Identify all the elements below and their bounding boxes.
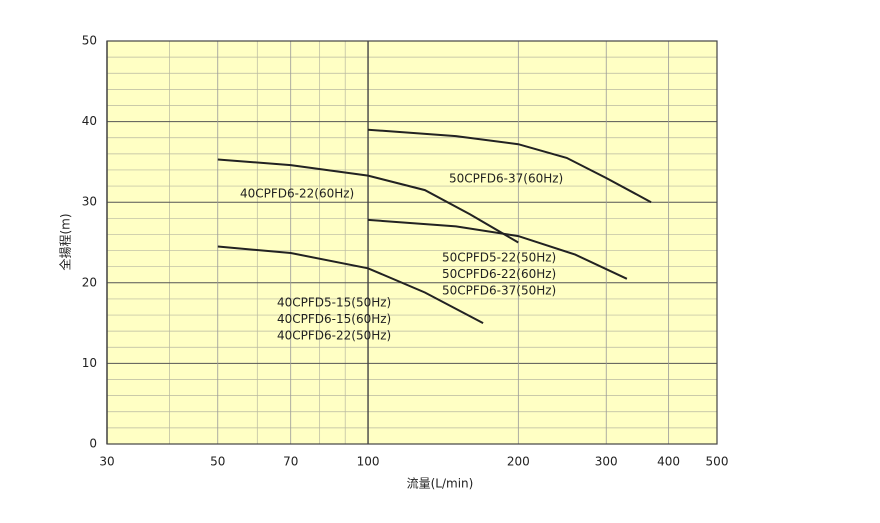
y-tick-label: 40	[82, 114, 97, 128]
plot-border	[106, 40, 718, 445]
curve	[367, 128, 652, 204]
x-tick-label: 70	[283, 455, 298, 469]
curve-label: 40CPFD5-15(50Hz)	[277, 296, 391, 310]
x-tick-label: 400	[657, 455, 680, 469]
curve-label: 50CPFD6-22(60Hz)	[442, 267, 556, 281]
y-tick-label: 10	[82, 356, 97, 370]
x-tick-label: 100	[357, 455, 380, 469]
curve	[367, 218, 628, 280]
curve	[217, 158, 519, 244]
curve	[217, 245, 484, 324]
x-tick-label: 50	[210, 455, 225, 469]
curve-label: 40CPFD6-15(60Hz)	[277, 312, 391, 326]
y-tick-label: 50	[82, 34, 97, 48]
curve-label: 40CPFD6-22(50Hz)	[277, 329, 391, 343]
x-tick-label: 200	[507, 455, 530, 469]
y-tick-label: 20	[82, 275, 97, 289]
y-tick-label: 0	[89, 437, 97, 451]
x-tick-label: 500	[706, 455, 729, 469]
x-tick-label: 30	[99, 455, 114, 469]
y-axis-label: 全揚程(m)	[58, 213, 73, 270]
y-tick-label: 30	[82, 195, 97, 209]
curve-label: 50CPFD6-37(60Hz)	[449, 172, 563, 186]
curve-label: 40CPFD6-22(60Hz)	[240, 187, 354, 201]
curve-label: 50CPFD6-37(50Hz)	[442, 284, 556, 298]
x-axis-label: 流量(L/min)	[407, 477, 474, 491]
x-tick-label: 300	[595, 455, 618, 469]
plot-area	[107, 41, 717, 444]
curve-label: 50CPFD5-22(50Hz)	[442, 251, 556, 265]
